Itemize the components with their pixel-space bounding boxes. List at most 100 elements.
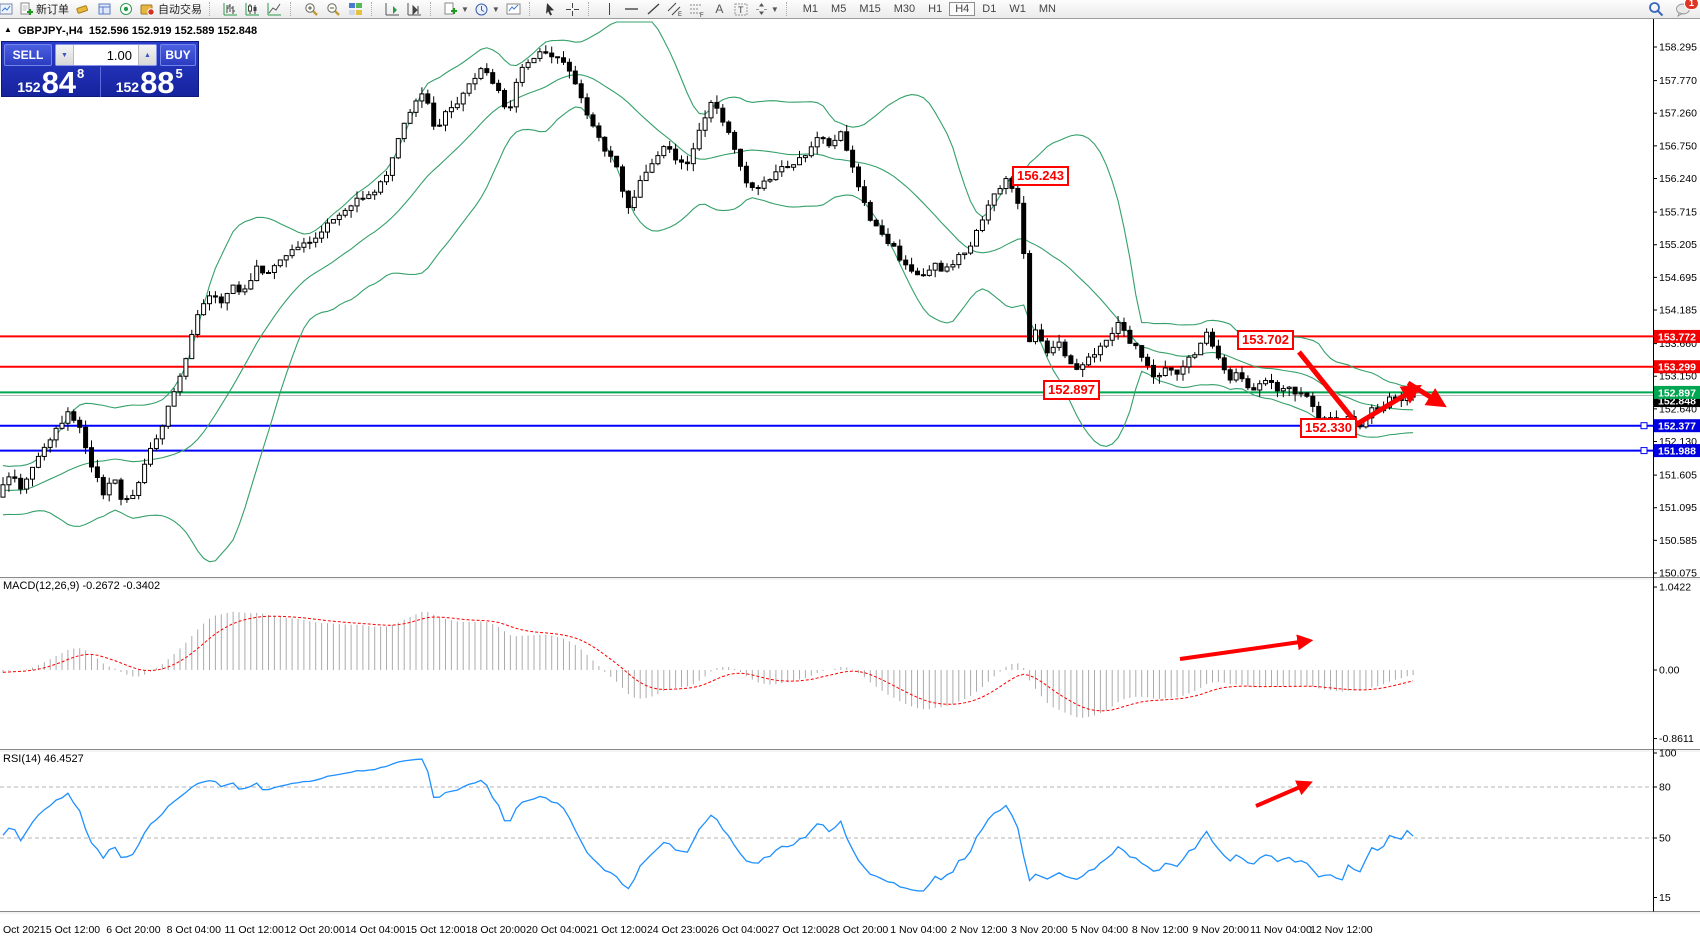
horizontal-line-tool[interactable]: [621, 1, 642, 18]
text-label-tool[interactable]: T: [731, 1, 752, 18]
dropdown-caret: ▼: [491, 4, 500, 14]
zoom-out-button[interactable]: [323, 1, 344, 18]
svg-text:3 Nov 20:00: 3 Nov 20:00: [1011, 924, 1068, 936]
notifications-button[interactable]: 1: [1672, 0, 1699, 18]
tf-m30[interactable]: M30: [893, 3, 916, 15]
svg-text:8 Oct 04:00: 8 Oct 04:00: [167, 924, 221, 936]
tf-d1[interactable]: D1: [982, 3, 997, 15]
tf-m5[interactable]: M5: [831, 3, 847, 15]
trend-arrow-down-up[interactable]: [1297, 350, 1422, 427]
svg-text:28 Oct 20:00: 28 Oct 20:00: [828, 924, 888, 936]
tf-m15[interactable]: M15: [859, 3, 881, 15]
svg-text:1 Nov 04:00: 1 Nov 04:00: [890, 924, 947, 936]
eraser-icon: [76, 5, 88, 14]
tf-m1[interactable]: M1: [802, 3, 819, 15]
data-window-icon: [98, 3, 111, 15]
price-badge-153.772: [1654, 329, 1700, 343]
svg-text:20 Oct 04:00: 20 Oct 04:00: [526, 924, 586, 936]
eraser-button[interactable]: [72, 1, 93, 18]
channel-tool[interactable]: E: [665, 1, 686, 18]
crosshair-icon: [565, 2, 579, 16]
price-axis[interactable]: 158.295 157.770 157.260 156.750 156.240 155.7…: [1653, 19, 1700, 912]
time-axis[interactable]: Oct 2021 5 Oct 12:00 6 Oct 20:00 8 Oct 04:0…: [3, 924, 1373, 936]
cursor-tool-button[interactable]: [540, 1, 561, 18]
templates-button[interactable]: [503, 1, 524, 18]
svg-text:9 Nov 20:00: 9 Nov 20:00: [1192, 924, 1249, 936]
line-chart-type-button[interactable]: [264, 1, 285, 18]
volume-decrease-button[interactable]: ▼: [56, 45, 74, 65]
sell-price-prefix: 152: [17, 79, 41, 95]
candlestick-icon: [245, 3, 259, 16]
svg-text:18 Oct 20:00: 18 Oct 20:00: [466, 924, 526, 936]
tile-windows-button[interactable]: [345, 1, 366, 18]
arrows-icon: [755, 3, 767, 15]
rsi-arrow[interactable]: [1255, 780, 1313, 808]
buy-button[interactable]: BUY: [160, 44, 196, 66]
text-tool[interactable]: A: [715, 2, 724, 16]
tf-mn[interactable]: MN: [1038, 3, 1056, 15]
arrows-dropdown[interactable]: ▼: [753, 1, 781, 18]
bar-chart-type-button[interactable]: [220, 1, 241, 18]
svg-text:5 Oct 12:00: 5 Oct 12:00: [46, 924, 100, 936]
hline-icon: [624, 8, 638, 10]
trendline-icon: [647, 3, 660, 15]
panel-separators[interactable]: [0, 577, 1700, 914]
volume-spinner: ▼ 1.00 ▲: [55, 44, 157, 66]
svg-text:1.0422: 1.0422: [1659, 582, 1691, 594]
svg-text:152.897: 152.897: [1658, 387, 1696, 399]
chart-price-label-156.243[interactable]: 156.243: [1012, 166, 1069, 186]
annotation-arrows[interactable]: [1179, 350, 1447, 808]
dropdown-caret: ▼: [461, 4, 469, 14]
crosshair-tool-button[interactable]: [562, 1, 583, 18]
svg-text:5 Nov 04:00: 5 Nov 04:00: [1071, 924, 1128, 936]
chart-shift-button[interactable]: [404, 1, 425, 18]
periods-dropdown[interactable]: ▼: [472, 1, 502, 18]
dropdown-caret: ▼: [770, 4, 779, 14]
buy-price[interactable]: 152 88 5: [101, 67, 199, 98]
data-window-button[interactable]: [94, 1, 115, 18]
channel-icon: E: [667, 2, 682, 17]
trend-arrow-end[interactable]: [1406, 380, 1447, 408]
sell-price[interactable]: 152 84 8: [2, 67, 101, 98]
chart-price-label-152.330[interactable]: 152.330: [1300, 418, 1357, 438]
hline-handle[interactable]: [1640, 447, 1648, 455]
news-button[interactable]: [116, 1, 137, 18]
toolbar-separator: [371, 2, 378, 16]
chart-canvas[interactable]: 158.295 157.770 157.260 156.750 156.240 155.7…: [0, 19, 1700, 941]
fibonacci-tool[interactable]: F: [687, 1, 708, 18]
svg-text:12 Oct 20:00: 12 Oct 20:00: [285, 924, 345, 936]
indicators-dropdown[interactable]: ▼: [441, 1, 471, 18]
new-order-button[interactable]: 新订单: [17, 1, 71, 18]
tf-h1[interactable]: H1: [928, 3, 943, 15]
volume-increase-button[interactable]: ▲: [138, 45, 156, 65]
svg-text:11 Nov 04:00: 11 Nov 04:00: [1250, 924, 1312, 936]
svg-text:21 Oct 12:00: 21 Oct 12:00: [587, 924, 647, 936]
horizontal-lines[interactable]: [0, 335, 1653, 455]
svg-text:14 Oct 04:00: 14 Oct 04:00: [345, 924, 405, 936]
svg-text:15 Oct 12:00: 15 Oct 12:00: [405, 924, 465, 936]
search-button[interactable]: [1645, 1, 1666, 18]
toolbar-separator: [209, 2, 216, 16]
svg-text:151.988: 151.988: [1658, 446, 1696, 458]
expand-triangle-icon[interactable]: ▲: [4, 25, 12, 34]
tf-h4[interactable]: H4: [949, 2, 976, 16]
sell-button[interactable]: SELL: [4, 44, 52, 66]
svg-text:T: T: [738, 5, 744, 15]
trendline-tool[interactable]: [643, 1, 664, 18]
chart-price-label-152.897[interactable]: 152.897: [1043, 380, 1100, 400]
svg-text:2 Nov 12:00: 2 Nov 12:00: [951, 924, 1008, 936]
svg-text:F: F: [700, 13, 704, 17]
volume-value[interactable]: 1.00: [106, 47, 132, 63]
search-icon: [1648, 2, 1663, 17]
chart-price-label-153.702[interactable]: 153.702: [1237, 330, 1294, 350]
svg-text:150.585: 150.585: [1659, 535, 1697, 547]
vertical-line-tool[interactable]: [599, 1, 620, 18]
candle-chart-type-button[interactable]: [242, 1, 263, 18]
hline-handle[interactable]: [1640, 422, 1648, 430]
autotrade-button[interactable]: 自动交易: [138, 1, 204, 18]
auto-scroll-button[interactable]: [382, 1, 403, 18]
macd-arrow[interactable]: [1179, 634, 1314, 661]
zoom-in-button[interactable]: [301, 1, 322, 18]
tf-w1[interactable]: W1: [1009, 3, 1026, 15]
window-icon[interactable]: [0, 1, 16, 18]
